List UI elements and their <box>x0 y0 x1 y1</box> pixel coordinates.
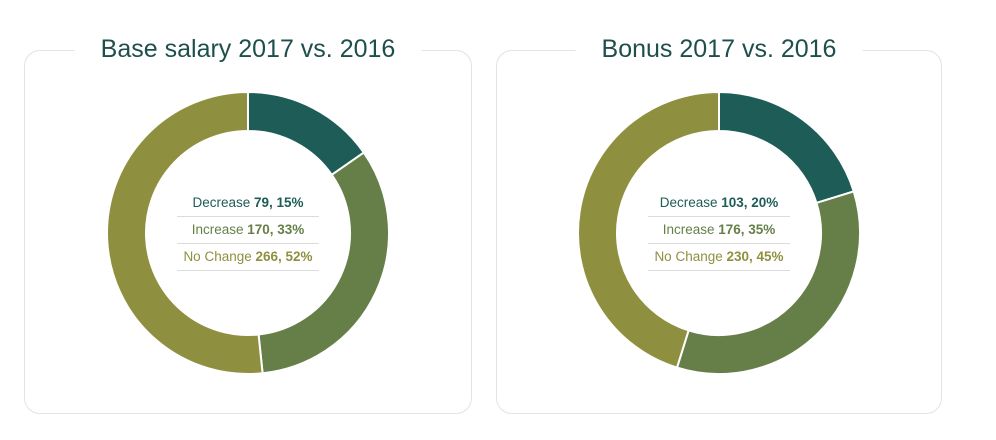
base-salary-chart-panel: Base salary 2017 vs. 2016 Decrease 79, 1… <box>24 31 472 414</box>
slice-no-change <box>106 91 264 375</box>
legend-row-increase: Increase 176, 35% <box>648 217 790 244</box>
legend-label: No Change <box>654 249 723 264</box>
legend-value: 266, 52% <box>255 249 313 264</box>
bonus-legend: Decrease 103, 20% Increase 176, 35% No C… <box>648 190 790 271</box>
legend-value: 103, 20% <box>721 195 779 210</box>
legend-value: 170, 33% <box>247 222 305 237</box>
legend-row-decrease: Decrease 103, 20% <box>648 190 790 217</box>
slice-decrease <box>718 91 855 205</box>
legend-label: Decrease <box>192 195 251 210</box>
bonus-donut <box>577 91 861 375</box>
legend-row-no-change: No Change 266, 52% <box>177 244 319 271</box>
legend-value: 79, 15% <box>254 195 304 210</box>
bonus-chart-panel: Bonus 2017 vs. 2016 Decrease 103, 20% In… <box>496 31 942 414</box>
slice-no-change <box>577 91 720 369</box>
base-salary-legend: Decrease 79, 15% Increase 170, 33% No Ch… <box>177 190 319 271</box>
slice-decrease <box>247 91 366 177</box>
legend-value: 230, 45% <box>726 249 784 264</box>
base-salary-donut <box>106 91 390 375</box>
legend-row-no-change: No Change 230, 45% <box>648 244 790 271</box>
legend-label: Decrease <box>659 195 718 210</box>
legend-label: No Change <box>183 249 252 264</box>
legend-row-increase: Increase 170, 33% <box>177 217 319 244</box>
chart-title: Base salary 2017 vs. 2016 <box>74 31 422 67</box>
legend-row-decrease: Decrease 79, 15% <box>177 190 319 217</box>
legend-value: 176, 35% <box>718 222 776 237</box>
chart-title: Bonus 2017 vs. 2016 <box>575 31 863 67</box>
legend-label: Increase <box>191 222 244 237</box>
legend-label: Increase <box>662 222 715 237</box>
